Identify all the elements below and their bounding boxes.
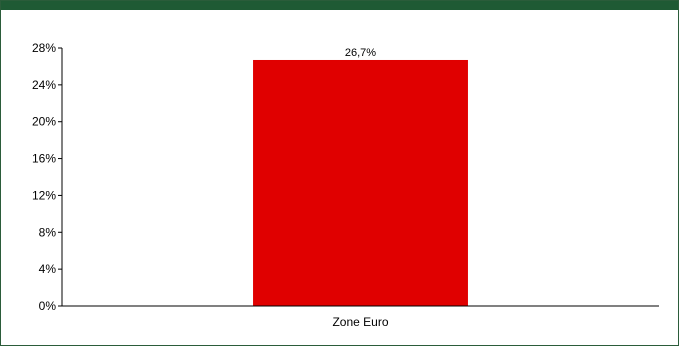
x-axis: Zone Euro [62,305,659,329]
y-axis: 0% 4% 8% 12% 16% 20% 24% 28% [32,41,63,313]
y-tick-label: 28% [32,41,56,55]
x-category-label: Zone Euro [332,315,388,329]
y-tick-label: 12% [32,188,56,202]
bars: 26,7% [253,47,468,306]
y-tick-label: 0% [39,299,57,313]
header-band [1,1,678,10]
y-tick-label: 4% [39,262,57,276]
y-tick-label: 20% [32,115,56,129]
bar-data-label: 26,7% [345,47,376,59]
bar [253,59,468,306]
y-tick-label: 16% [32,152,56,166]
y-tick-label: 8% [39,225,57,239]
y-tick-label: 24% [32,78,56,92]
